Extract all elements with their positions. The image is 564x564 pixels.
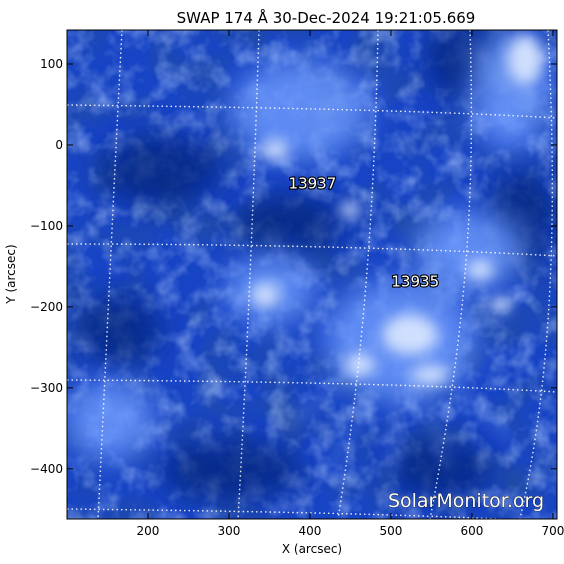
euv-solar-image — [67, 30, 557, 519]
y-tick-label: −100 — [30, 219, 63, 233]
y-tick-label: −300 — [30, 381, 63, 395]
y-tick-label: −200 — [30, 300, 63, 314]
solarmonitor-watermark: SolarMonitor.org — [388, 490, 544, 512]
x-tick-label: 300 — [218, 524, 241, 538]
x-tick-label: 400 — [299, 524, 322, 538]
active-region-label: 13935 — [391, 273, 439, 291]
y-axis-label: Y (arcsec) — [4, 244, 18, 304]
x-tick-label: 600 — [461, 524, 484, 538]
x-axis: 200 300 400 500 600 700 — [137, 30, 564, 538]
y-tick-label: 0 — [55, 138, 63, 152]
x-tick-label: 700 — [541, 524, 564, 538]
heliographic-grid — [67, 30, 557, 519]
y-tick-label: 100 — [40, 57, 63, 71]
y-tick-label: −400 — [30, 462, 63, 476]
x-tick-label: 500 — [380, 524, 403, 538]
x-axis-label: X (arcsec) — [282, 542, 342, 556]
x-tick-label: 200 — [137, 524, 160, 538]
active-region-label: 13937 — [289, 175, 337, 193]
map-title: SWAP 174 Å 30-Dec-2024 19:21:05.669 — [177, 8, 476, 27]
y-axis: 100 0 −100 −200 −300 −400 — [30, 57, 557, 476]
active-region-labels: 13937 13935 — [287, 174, 440, 292]
plot-frame — [66, 29, 558, 520]
